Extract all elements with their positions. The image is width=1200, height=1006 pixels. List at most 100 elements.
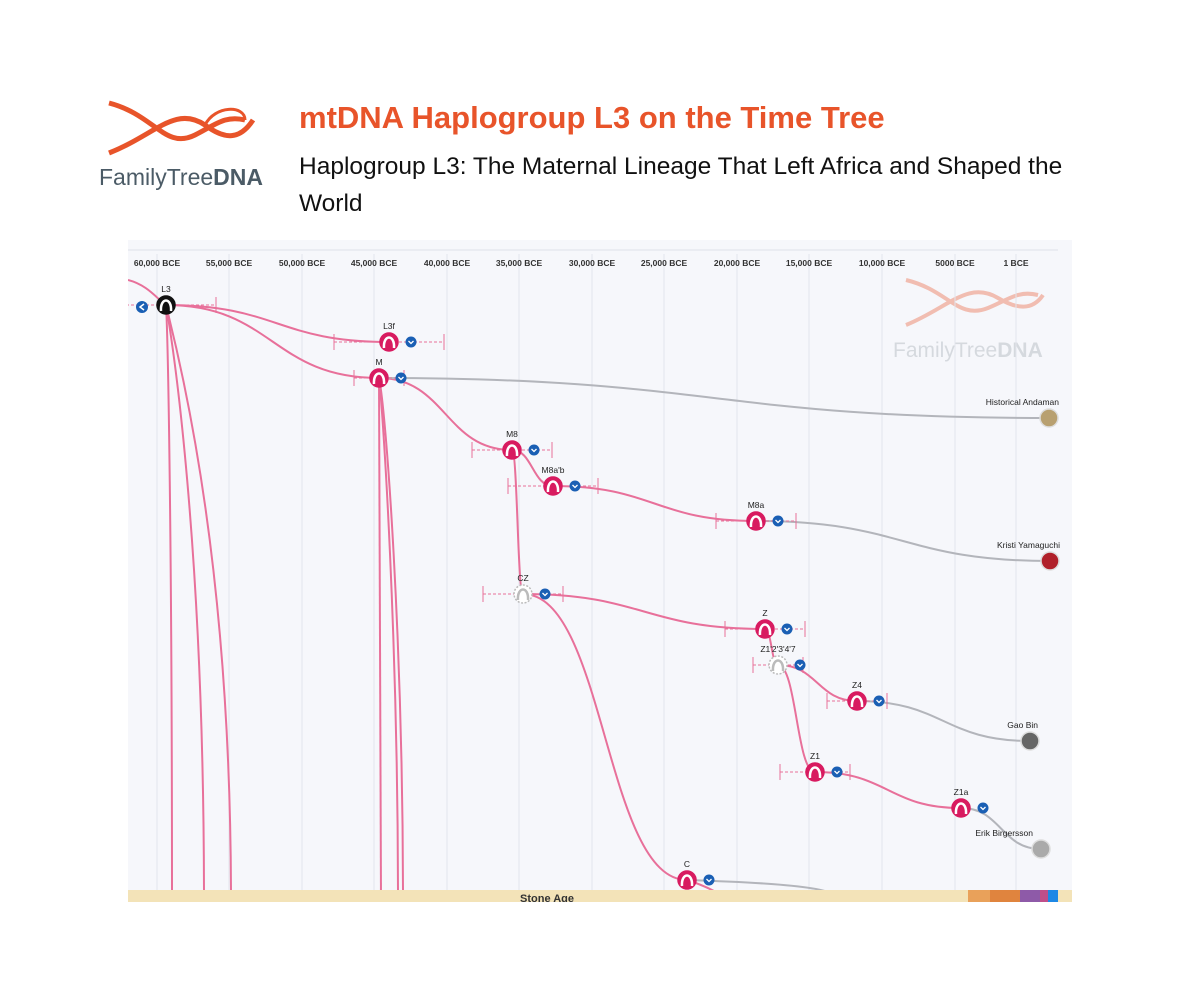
expand-button[interactable] <box>569 480 581 492</box>
node-label: L3 <box>161 284 171 294</box>
node-icon <box>954 802 968 815</box>
node[interactable] <box>951 798 971 818</box>
logo-helix <box>108 100 256 156</box>
node-label: Z1a <box>954 787 969 797</box>
watermark-helix <box>905 278 1045 327</box>
time-tree: FamilyTreeDNA 60,000 BCE 55,000 BCE 50,000… <box>128 240 1072 902</box>
subtitle: Haplogroup L3: The Maternal Lineage That… <box>299 153 1063 217</box>
node-icon <box>505 444 519 457</box>
expand-button[interactable] <box>873 695 885 707</box>
scroll-left[interactable] <box>136 301 148 313</box>
node[interactable] <box>543 476 563 496</box>
edge <box>777 664 858 702</box>
node[interactable] <box>369 368 389 388</box>
node[interactable] <box>768 655 788 675</box>
era-segment <box>990 890 1020 902</box>
node-label: M8 <box>506 429 518 439</box>
watermark: FamilyTreeDNA <box>893 278 1045 362</box>
node-icon <box>159 299 173 312</box>
axis-label: 45,000 BCE <box>351 258 398 268</box>
edge <box>165 304 390 343</box>
node-label: Z <box>762 608 767 618</box>
node-label: Z1'2'3'4'7 <box>760 644 796 654</box>
edge <box>856 700 1031 742</box>
scroll-left-icon <box>138 303 145 311</box>
edge <box>960 807 1042 850</box>
node[interactable] <box>502 440 522 460</box>
expand-button[interactable] <box>772 515 784 527</box>
expand-icon <box>775 519 781 524</box>
axis-label: 40,000 BCE <box>424 258 471 268</box>
node-label: Z4 <box>852 680 862 690</box>
axis-label: 20,000 BCE <box>714 258 761 268</box>
node[interactable] <box>677 870 697 890</box>
expand-icon <box>980 806 986 811</box>
node-icon <box>382 336 396 349</box>
watermark-text: FamilyTreeDNA <box>893 339 1043 362</box>
axis-label: 35,000 BCE <box>496 258 543 268</box>
edge <box>165 304 232 902</box>
edge <box>165 304 205 902</box>
node-label: M8a'b <box>542 465 565 475</box>
leaf-name: Historical Andaman <box>986 397 1060 407</box>
leaf-avatar[interactable] <box>1031 839 1051 859</box>
leaf-name: Kristi Yamaguchi <box>997 540 1060 550</box>
node-icon <box>808 766 822 779</box>
logo-text: FamilyTreeDNA <box>99 164 263 190</box>
expand-icon <box>797 663 803 668</box>
expand-button[interactable] <box>395 372 407 384</box>
axis-label: 50,000 BCE <box>279 258 326 268</box>
node[interactable] <box>746 511 766 531</box>
axis-label: 1 BCE <box>1003 258 1028 268</box>
axis-label: 30,000 BCE <box>569 258 616 268</box>
era-label: Stone Age <box>520 893 574 902</box>
logo-brand: FamilyTree <box>99 164 213 190</box>
node[interactable] <box>379 332 399 352</box>
expand-button[interactable] <box>539 588 551 600</box>
leaf-avatar[interactable] <box>1020 731 1040 751</box>
expand-button[interactable] <box>528 444 540 456</box>
node[interactable] <box>156 295 176 315</box>
leaf-avatar[interactable] <box>1040 551 1060 571</box>
node[interactable] <box>805 762 825 782</box>
expand-icon <box>784 627 790 632</box>
node-icon <box>372 372 386 385</box>
axis-label: 5000 BCE <box>935 258 975 268</box>
era-segment <box>968 890 990 902</box>
edge <box>522 593 688 881</box>
edge <box>165 304 173 902</box>
leaf-name: Gao Bin <box>1007 720 1038 730</box>
axis-label: 10,000 BCE <box>859 258 906 268</box>
node[interactable] <box>755 619 775 639</box>
leaf-avatar[interactable] <box>1039 408 1059 428</box>
expand-button[interactable] <box>831 766 843 778</box>
leaf-name: Erik Birgersson <box>975 828 1033 838</box>
node-icon <box>749 515 763 528</box>
edge <box>378 377 1050 419</box>
era-segment <box>1040 890 1048 902</box>
era-segment <box>1020 890 1040 902</box>
expand-icon <box>876 699 882 704</box>
expand-button[interactable] <box>794 659 806 671</box>
edge <box>378 377 404 902</box>
expand-icon <box>834 770 840 775</box>
logo: FamilyTreeDNA <box>99 100 263 190</box>
node-icon <box>758 623 772 636</box>
axis-label: 25,000 BCE <box>641 258 688 268</box>
logo-brand-bold: DNA <box>213 164 263 190</box>
node-icon <box>546 480 560 493</box>
expand-button[interactable] <box>703 874 715 886</box>
expand-button[interactable] <box>405 336 417 348</box>
node-label: M8a <box>748 500 765 510</box>
expand-button[interactable] <box>977 802 989 814</box>
logo-helix-loop <box>203 107 247 126</box>
expand-icon <box>408 340 414 345</box>
node-icon <box>680 874 694 887</box>
node[interactable] <box>513 584 533 604</box>
edge <box>522 593 766 630</box>
node[interactable] <box>847 691 867 711</box>
era-segment <box>1048 890 1058 902</box>
expand-icon <box>398 376 404 381</box>
expand-button[interactable] <box>781 623 793 635</box>
